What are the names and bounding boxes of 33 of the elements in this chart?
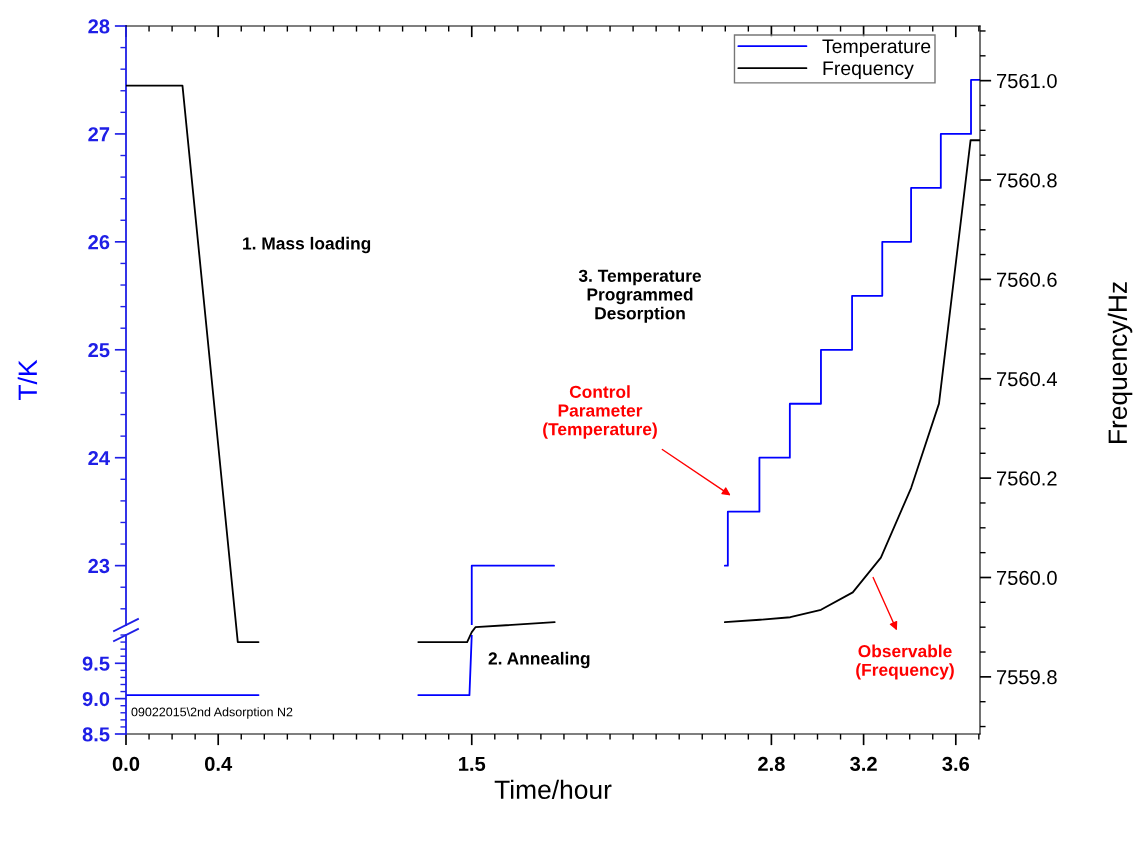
y-tick-label: 9.5 — [82, 656, 110, 671]
y2-tick-label: 7561.0 — [997, 73, 1057, 89]
y-tick-label: 9.0 — [82, 691, 110, 707]
y-axis-title: T/K — [17, 359, 38, 400]
y-tick-label: 25 — [88, 343, 110, 358]
annotation: Observable (Frequency) — [856, 644, 954, 680]
y2-axis-title: Frequency/Hz — [1107, 282, 1133, 443]
y-tick-label: 26 — [88, 235, 110, 250]
annotation: 3. Temperature Programmed Desorption — [578, 269, 702, 323]
y-tick-label: 23 — [88, 558, 110, 574]
y-tick-label: 28 — [88, 19, 110, 34]
legend-label: Frequency — [823, 61, 914, 80]
x-axis-title: Time/hour — [494, 779, 612, 800]
y-tick-label: 24 — [88, 450, 110, 466]
legend-label: Temperature — [822, 39, 931, 58]
annotation: 1. Mass loading — [243, 236, 371, 254]
annotation: Control Parameter (Temperature) — [543, 385, 657, 439]
y2-tick-label: 7560.4 — [997, 371, 1057, 387]
y2-tick-label: 7559.8 — [997, 670, 1057, 685]
y2-tick-label: 7560.8 — [997, 173, 1057, 188]
x-tick-label: 3.6 — [942, 756, 970, 772]
x-tick-label: 0.0 — [112, 756, 140, 772]
x-tick-label: 1.5 — [459, 756, 486, 772]
x-tick-label: 3.2 — [850, 756, 877, 772]
y2-tick-label: 7560.2 — [997, 471, 1057, 486]
y-tick-label: 27 — [88, 127, 110, 142]
annotation: 09022015\2nd Adsorption N2 — [131, 707, 293, 719]
y-tick-label: 8.5 — [82, 727, 110, 742]
x-tick-label: 2.8 — [758, 756, 785, 772]
x-tick-label: 0.4 — [205, 756, 233, 772]
annotation: 2. Annealing — [488, 651, 590, 669]
y2-tick-label: 7560.0 — [997, 570, 1057, 585]
y2-tick-label: 7560.6 — [997, 272, 1057, 287]
